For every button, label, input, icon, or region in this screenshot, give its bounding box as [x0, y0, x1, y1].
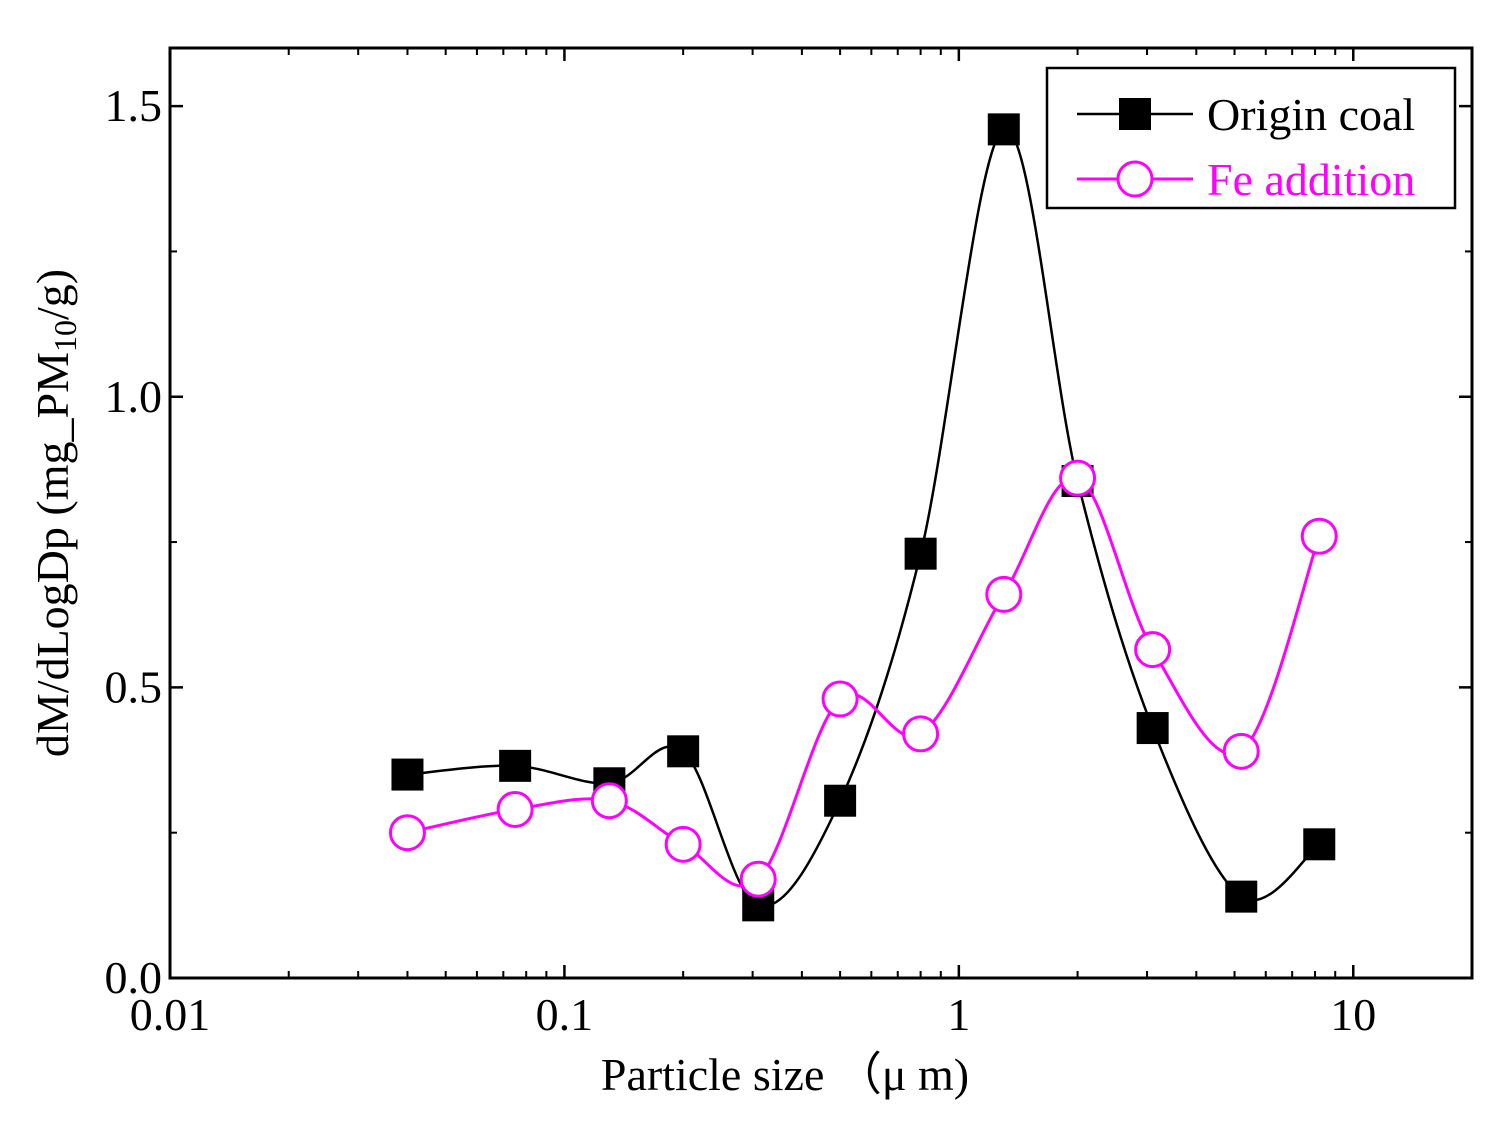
data-point-circle — [388, 814, 426, 852]
legend-label: Fe addition — [1207, 154, 1415, 205]
data-point-circle — [496, 790, 534, 828]
axis-ticks: 0.01 0.1 1 10 0.0 0.5 1.0 1.5 — [105, 48, 1472, 1040]
data-point-square — [499, 749, 532, 782]
data-point-square — [1136, 712, 1169, 745]
legend-item: Origin coal — [1077, 89, 1415, 140]
x-tick-label: 0.01 — [130, 989, 211, 1040]
data-point-square — [1225, 880, 1258, 913]
data-point-square — [391, 758, 424, 791]
data-point-square — [1303, 828, 1336, 861]
data-point-circle — [739, 860, 777, 898]
legend-label: Origin coal — [1207, 89, 1415, 140]
y-axis-title-main: dM/dLogDp (mg_PM — [27, 352, 78, 757]
y-tick-label: 1.5 — [105, 80, 163, 131]
x-tick-label: 1 — [947, 989, 970, 1040]
legend-marker-circle — [1116, 160, 1154, 198]
y-tick-label: 0.5 — [105, 661, 163, 712]
y-tick-label: 1.0 — [105, 371, 163, 422]
y-axis-title-end: /g) — [27, 269, 78, 320]
data-point-circle — [985, 575, 1023, 613]
series-layer — [388, 113, 1338, 922]
series-line — [407, 128, 1321, 908]
data-point-circle — [902, 715, 940, 753]
plot-frame — [168, 46, 1474, 980]
x-axis-title: Particle size （μ m) — [601, 1049, 969, 1100]
legend-item: Fe addition — [1077, 154, 1415, 205]
data-point-circle — [1222, 732, 1260, 770]
y-tick-label: 0.0 — [105, 952, 163, 1003]
data-point-square — [904, 537, 937, 570]
data-point-circle — [664, 825, 702, 863]
legend-marker-square — [1119, 98, 1151, 130]
series-line — [407, 476, 1321, 888]
legend-box — [1045, 66, 1457, 210]
data-point-square — [667, 735, 700, 768]
data-point-circle — [1300, 517, 1338, 555]
legend: Origin coal Fe addition — [1045, 66, 1457, 210]
y-axis-title-sub: 10 — [47, 320, 83, 352]
series-origin-coal — [391, 113, 1336, 922]
data-point-circle — [1059, 459, 1097, 497]
data-point-circle — [821, 680, 859, 718]
data-point-circle — [590, 782, 628, 820]
data-point-square — [824, 784, 857, 817]
x-tick-label: 10 — [1330, 989, 1376, 1040]
data-point-square — [987, 113, 1020, 146]
x-tick-label: 0.1 — [536, 989, 594, 1040]
y-axis-title: dM/dLogDp (mg_PM10/g) — [27, 269, 83, 757]
data-point-circle — [1134, 631, 1172, 669]
series-fe-addition — [388, 459, 1338, 898]
